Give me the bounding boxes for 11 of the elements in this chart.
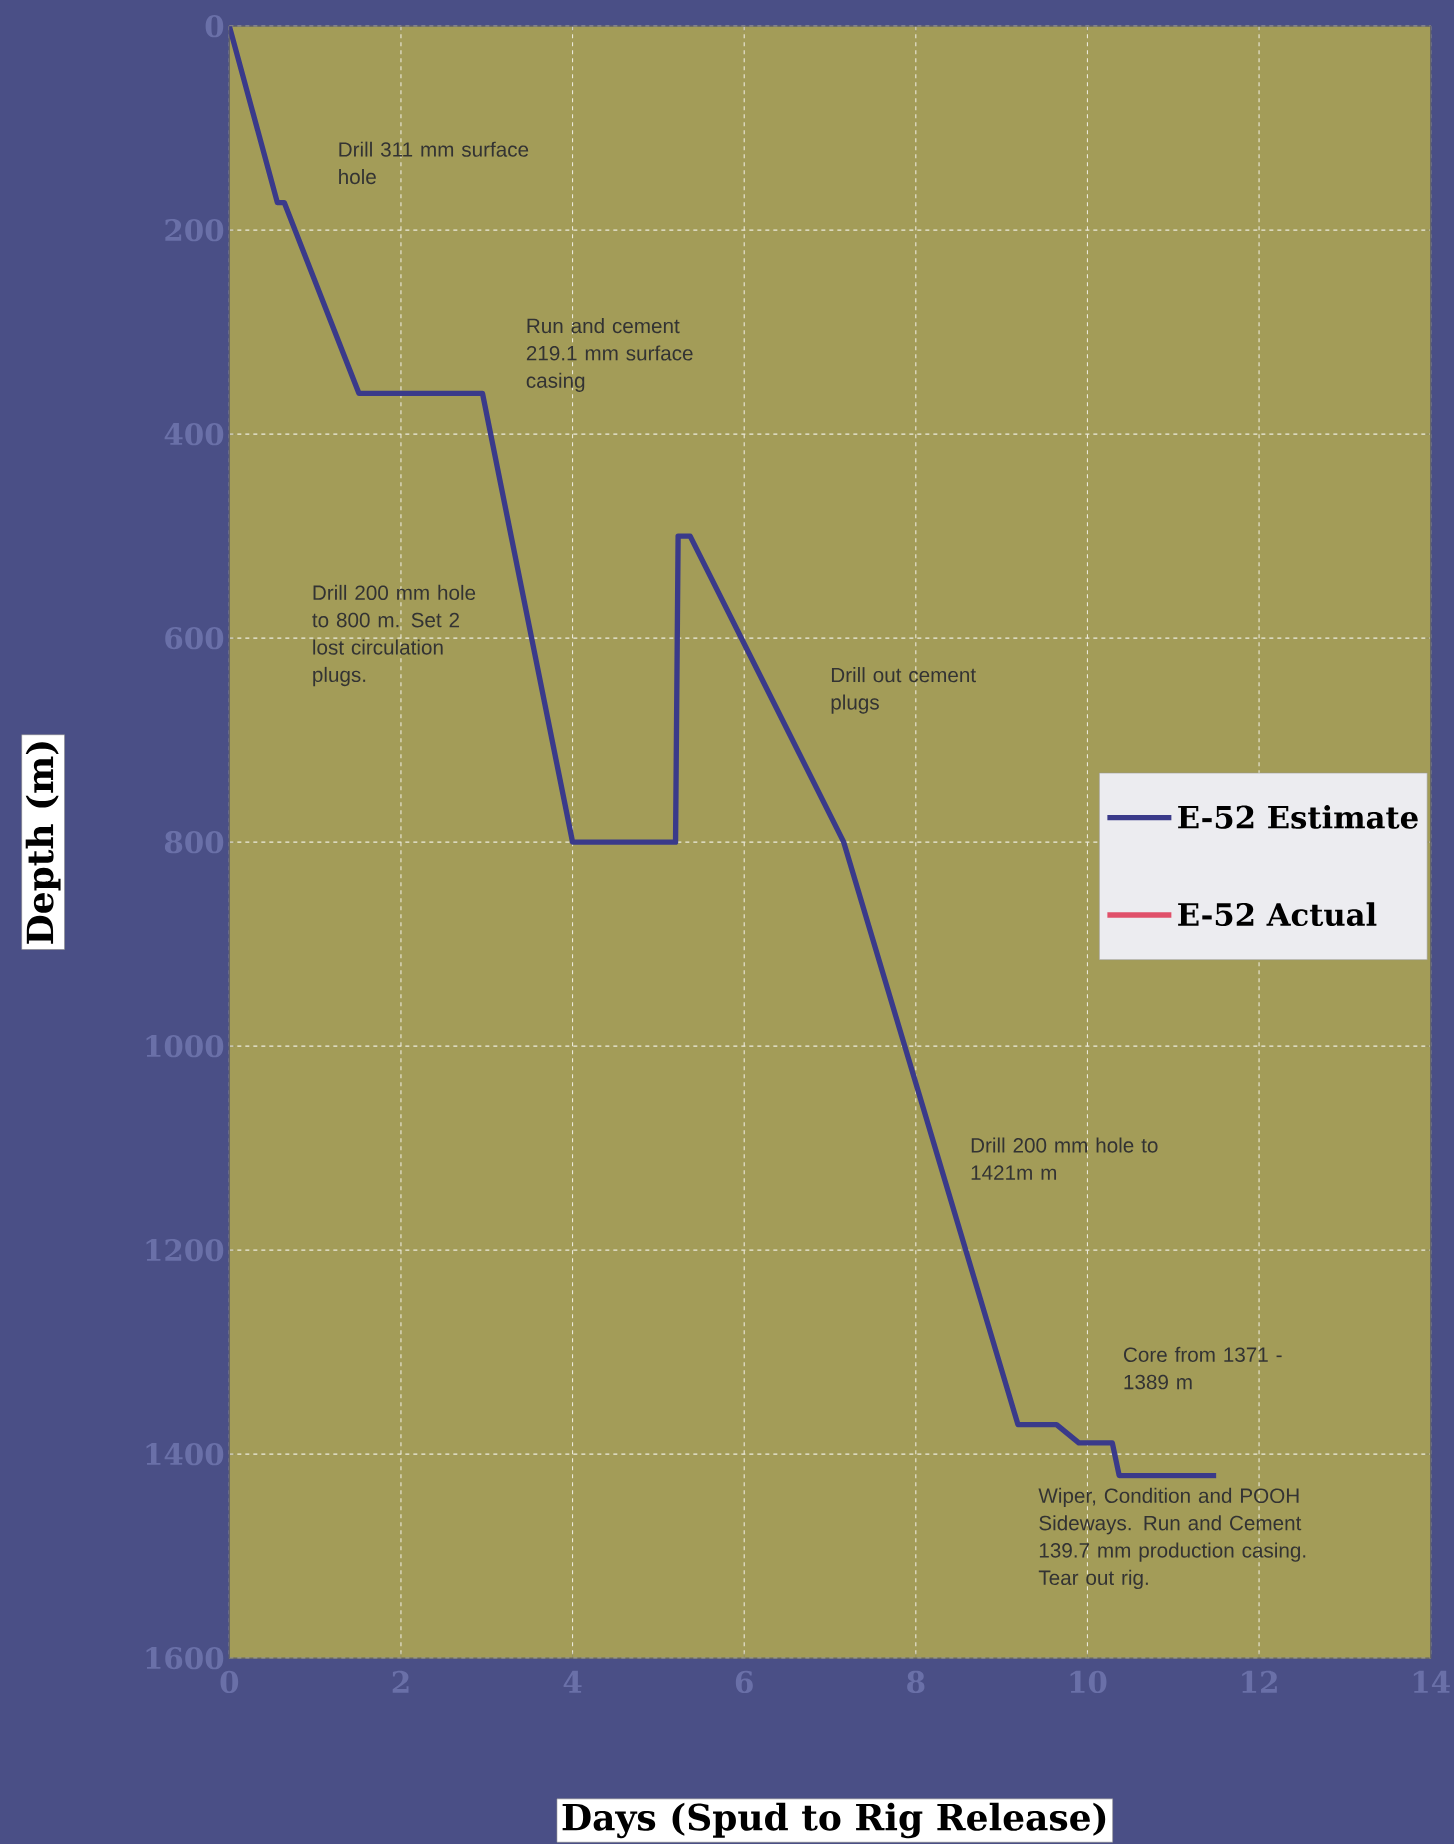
annotation: Drill out cement plugs (831, 667, 977, 714)
legend-label: E-52 Estimate (1178, 805, 1419, 829)
legend-label: E-52 Actual (1178, 902, 1377, 927)
annotation: Drill 200 mm hole to 800 m. Set 2 lost circulation plugs. (312, 584, 476, 687)
annotation: Core from 1371 - 1389 m (1124, 1346, 1282, 1390)
annotation: Drill 200 mm hole to 1421m m (971, 1137, 1158, 1180)
annotation: Drill 311 mm surface hole (339, 141, 529, 185)
annotation: Run and cement 219.1 mm surface casing (526, 318, 693, 392)
annotation: Wiper, Condition and POOH Sideways. Run and Cement 139.7 mm production casing. Tear out rig. (1038, 1487, 1306, 1590)
x-axis-title: Days (Spud to Rig Release) (562, 1802, 1106, 1839)
y-axis-title: Depth (m) (25, 742, 61, 944)
